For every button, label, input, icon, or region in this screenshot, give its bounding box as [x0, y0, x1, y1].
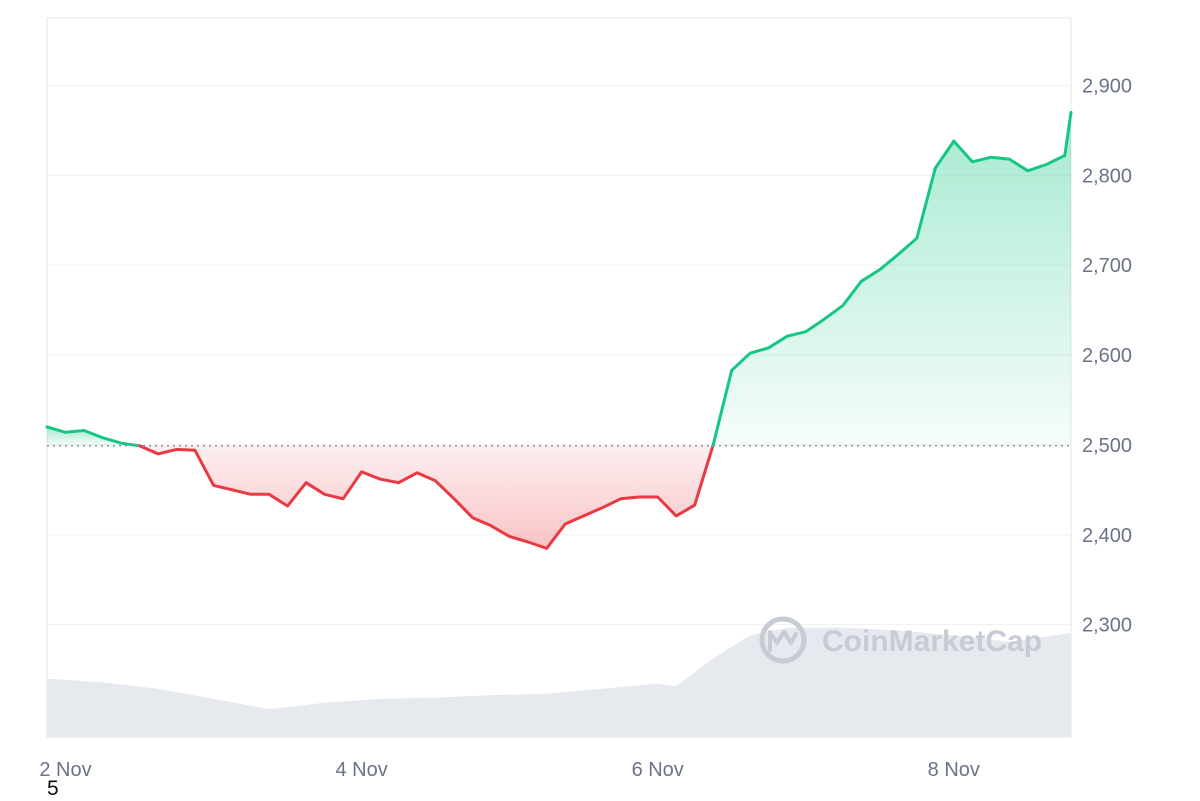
y-axis-tick-label: 2,800	[1082, 165, 1132, 187]
x-axis-tick-label: 8 Nov	[928, 759, 980, 781]
y-axis-tick-label: 2,700	[1082, 255, 1132, 277]
x-axis-tick-label: 6 Nov	[632, 759, 684, 781]
price-line-above-baseline	[711, 110, 1073, 448]
y-axis-tick-label: 2,300	[1082, 615, 1132, 637]
price-line-above-baseline	[45, 425, 141, 448]
y-axis-tick-label: 2,500	[1082, 435, 1132, 457]
coinmarketcap-logo-icon	[759, 616, 807, 664]
y-axis-tick-label: 2,600	[1082, 345, 1132, 367]
y-axis-tick-label: 2,400	[1082, 525, 1132, 547]
volume-area	[47, 627, 1071, 737]
price-area-above-baseline	[47, 426, 140, 446]
price-area-above-baseline	[712, 112, 1071, 446]
watermark-text: CoinMarketCap	[822, 625, 1042, 658]
y-axis-tick-label: 2,900	[1082, 75, 1132, 97]
x-axis-tick-label: 2 Nov	[39, 759, 91, 781]
price-area-below-baseline	[139, 445, 713, 549]
footnote-text: 5	[47, 777, 59, 800]
x-axis-tick-label: 4 Nov	[335, 759, 387, 781]
price-line-below-baseline	[138, 444, 715, 550]
coinmarketcap-watermark: CoinMarketCap	[759, 616, 1042, 664]
